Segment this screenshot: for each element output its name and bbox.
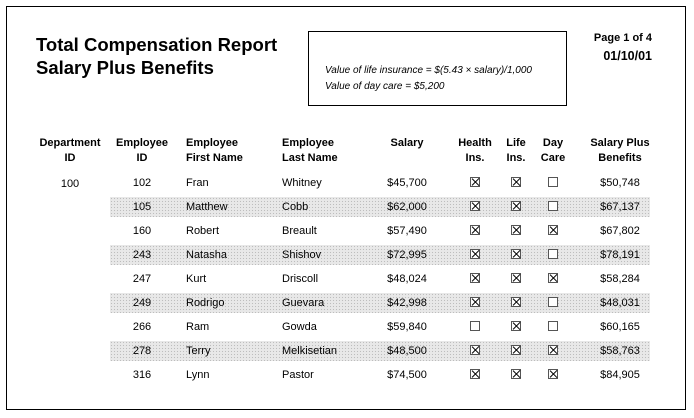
life-ins-checkbox: [511, 345, 521, 355]
page-number: Page 1 of 4: [593, 32, 652, 44]
first-name-cell: Fran: [186, 177, 209, 189]
health-ins-checkbox: [470, 249, 480, 259]
salary-cell: $59,840: [387, 321, 427, 333]
salary-cell: $42,998: [387, 297, 427, 309]
day-care-checkbox: [548, 321, 558, 331]
table-row: 278 Terry Melkisetian $48,500 $58,763: [110, 341, 650, 361]
health-ins-checkbox: [470, 273, 480, 283]
header-health: Health Ins.: [458, 137, 492, 164]
salary-cell: $48,500: [387, 345, 427, 357]
day-care-checkbox: [548, 273, 558, 283]
life-ins-checkbox: [511, 297, 521, 307]
employee-id-cell: 243: [132, 249, 152, 261]
first-name-cell: Matthew: [186, 201, 228, 213]
day-care-checkbox: [548, 249, 558, 259]
header-day-care: Day Care: [540, 137, 566, 164]
last-name-cell: Gowda: [282, 321, 317, 333]
employee-id-cell: 266: [132, 321, 152, 333]
header-life: Life Ins.: [506, 137, 526, 164]
employee-id-cell: 278: [132, 345, 152, 357]
first-name-cell: Robert: [186, 225, 220, 237]
life-insurance-formula: Value of life insurance = $(5.43 × salar…: [325, 65, 532, 76]
life-ins-checkbox: [511, 321, 521, 331]
health-ins-checkbox: [470, 345, 480, 355]
day-care-checkbox: [548, 369, 558, 379]
life-ins-checkbox: [511, 201, 521, 211]
first-name-cell: Kurt: [186, 273, 207, 285]
life-ins-checkbox: [511, 225, 521, 235]
employee-id-cell: 105: [132, 201, 152, 213]
health-ins-checkbox: [470, 201, 480, 211]
formula-box: Value of life insurance = $(5.43 × salar…: [308, 31, 567, 106]
day-care-checkbox: [548, 201, 558, 211]
life-ins-checkbox: [511, 249, 521, 259]
report-subtitle: Salary Plus Benefits: [36, 57, 214, 78]
total-cell: $60,165: [600, 321, 640, 333]
first-name-cell: Terry: [186, 345, 211, 357]
salary-cell: $72,995: [387, 249, 427, 261]
report-page: Total Compensation Report Salary Plus Be…: [6, 6, 686, 410]
employee-id-cell: 102: [132, 177, 152, 189]
last-name-cell: Cobb: [282, 201, 309, 213]
employee-id-cell: 249: [132, 297, 152, 309]
employee-id-cell: 247: [132, 273, 152, 285]
header-last-name: Employee Last Name: [282, 137, 338, 164]
department-id: 100: [60, 178, 80, 190]
health-ins-checkbox: [470, 225, 480, 235]
last-name-cell: Whitney: [282, 177, 322, 189]
total-cell: $48,031: [600, 297, 640, 309]
total-cell: $67,137: [600, 201, 640, 213]
day-care-checkbox: [548, 225, 558, 235]
last-name-cell: Driscoll: [282, 273, 319, 285]
life-ins-checkbox: [511, 369, 521, 379]
table-row: 249 Rodrigo Guevara $42,998 $48,031: [110, 293, 650, 313]
total-cell: $58,763: [600, 345, 640, 357]
day-care-formula: Value of day care = $5,200: [325, 81, 445, 92]
first-name-cell: Ram: [186, 321, 210, 333]
day-care-checkbox: [548, 297, 558, 307]
total-cell: $84,905: [600, 369, 640, 381]
report-date: 01/10/01: [603, 49, 652, 63]
last-name-cell: Melkisetian: [282, 345, 338, 357]
first-name-cell: Rodrigo: [186, 297, 225, 309]
day-care-checkbox: [548, 177, 558, 187]
table-row: 266 Ram Gowda $59,840 $60,165: [110, 317, 650, 337]
life-ins-checkbox: [511, 177, 521, 187]
last-name-cell: Pastor: [282, 369, 314, 381]
table-row: 102 Fran Whitney $45,700 $50,748: [110, 173, 650, 193]
first-name-cell: Natasha: [186, 249, 227, 261]
table-row: 247 Kurt Driscoll $48,024 $58,284: [110, 269, 650, 289]
salary-cell: $57,490: [387, 225, 427, 237]
salary-cell: $48,024: [387, 273, 427, 285]
health-ins-checkbox: [470, 321, 480, 331]
total-cell: $67,802: [600, 225, 640, 237]
salary-cell: $45,700: [387, 177, 427, 189]
header-salary: Salary: [390, 137, 424, 149]
total-cell: $78,191: [600, 249, 640, 261]
salary-cell: $62,000: [387, 201, 427, 213]
header-employee-id: Employee ID: [116, 137, 168, 164]
employee-id-cell: 160: [132, 225, 152, 237]
health-ins-checkbox: [470, 177, 480, 187]
table-row: 105 Matthew Cobb $62,000 $67,137: [110, 197, 650, 217]
first-name-cell: Lynn: [186, 369, 210, 381]
table-row: 160 Robert Breault $57,490 $67,802: [110, 221, 650, 241]
header-department: Department ID: [39, 137, 101, 164]
header-first-name: Employee First Name: [186, 137, 243, 164]
salary-cell: $74,500: [387, 369, 427, 381]
last-name-cell: Breault: [282, 225, 317, 237]
life-ins-checkbox: [511, 273, 521, 283]
last-name-cell: Guevara: [282, 297, 325, 309]
table-row: 316 Lynn Pastor $74,500 $84,905: [110, 365, 650, 385]
report-title: Total Compensation Report: [36, 34, 278, 55]
header-total: Salary Plus Benefits: [590, 137, 650, 164]
table-row: 243 Natasha Shishov $72,995 $78,191: [110, 245, 650, 265]
health-ins-checkbox: [470, 297, 480, 307]
day-care-checkbox: [548, 345, 558, 355]
total-cell: $58,284: [600, 273, 640, 285]
last-name-cell: Shishov: [282, 249, 322, 261]
employee-id-cell: 316: [132, 369, 152, 381]
health-ins-checkbox: [470, 369, 480, 379]
total-cell: $50,748: [600, 177, 640, 189]
